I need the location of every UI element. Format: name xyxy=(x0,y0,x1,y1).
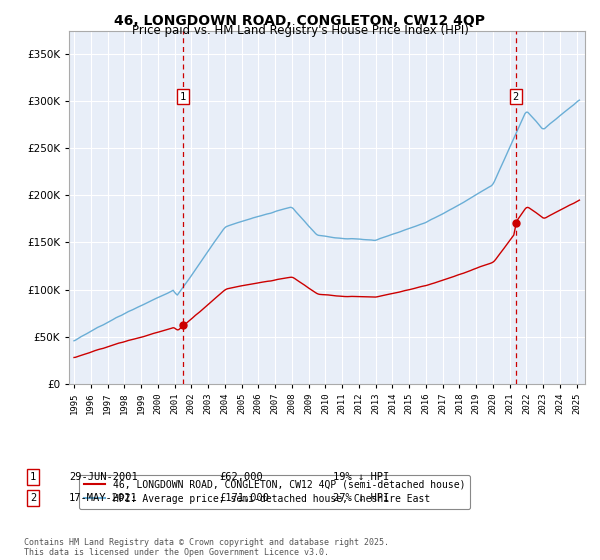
Text: 27% ↓ HPI: 27% ↓ HPI xyxy=(333,493,389,503)
Text: 46, LONGDOWN ROAD, CONGLETON, CW12 4QP: 46, LONGDOWN ROAD, CONGLETON, CW12 4QP xyxy=(115,14,485,28)
Text: Price paid vs. HM Land Registry's House Price Index (HPI): Price paid vs. HM Land Registry's House … xyxy=(131,24,469,37)
Text: 2: 2 xyxy=(512,92,519,102)
Text: £171,000: £171,000 xyxy=(219,493,269,503)
Text: Contains HM Land Registry data © Crown copyright and database right 2025.
This d: Contains HM Land Registry data © Crown c… xyxy=(24,538,389,557)
Text: £62,000: £62,000 xyxy=(219,472,263,482)
Text: 1: 1 xyxy=(180,92,186,102)
Legend: 46, LONGDOWN ROAD, CONGLETON, CW12 4QP (semi-detached house), HPI: Average price: 46, LONGDOWN ROAD, CONGLETON, CW12 4QP (… xyxy=(79,475,470,508)
Text: 2: 2 xyxy=(30,493,36,503)
Text: 29-JUN-2001: 29-JUN-2001 xyxy=(69,472,138,482)
Text: 17-MAY-2021: 17-MAY-2021 xyxy=(69,493,138,503)
Text: 1: 1 xyxy=(30,472,36,482)
Text: 19% ↓ HPI: 19% ↓ HPI xyxy=(333,472,389,482)
